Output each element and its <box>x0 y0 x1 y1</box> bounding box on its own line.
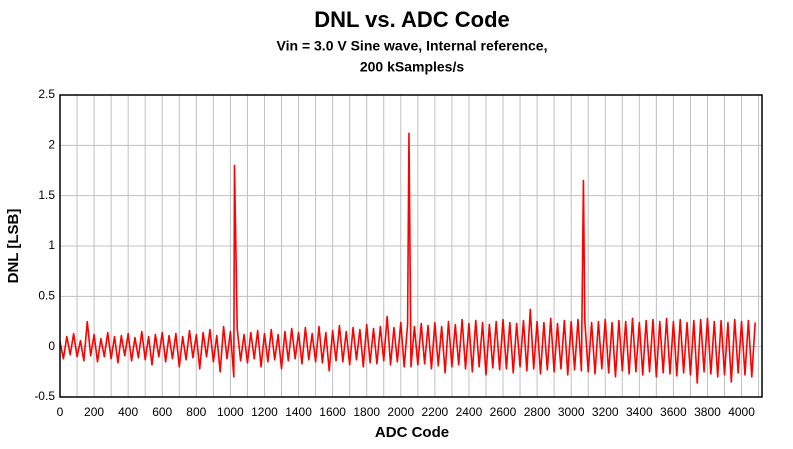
x-tick-label: 1000 <box>217 405 244 419</box>
x-tick-label: 2600 <box>490 405 517 419</box>
x-tick-label: 400 <box>118 405 138 419</box>
chart-title: DNL vs. ADC Code <box>314 7 510 32</box>
y-tick-label: 1.5 <box>38 188 55 202</box>
x-tick-label: 200 <box>84 405 104 419</box>
x-tick-label: 1200 <box>251 405 278 419</box>
x-tick-label: 3400 <box>626 405 653 419</box>
plot-border <box>59 94 763 398</box>
x-tick-label: 1600 <box>319 405 346 419</box>
y-tick-label: 1 <box>48 238 55 252</box>
x-tick-label: 3200 <box>592 405 619 419</box>
x-tick-label: 2000 <box>387 405 414 419</box>
x-tick-label: 600 <box>152 405 172 419</box>
x-tick-label: 1800 <box>353 405 380 419</box>
x-tick-label: 2400 <box>456 405 483 419</box>
x-tick-label: 0 <box>57 405 64 419</box>
y-tick-label: -0.5 <box>34 389 55 403</box>
chart-subtitle: 200 kSamples/s <box>360 59 465 75</box>
x-tick-label: 2200 <box>422 405 449 419</box>
x-tick-label: 800 <box>186 405 206 419</box>
y-tick-label: 2 <box>48 138 55 152</box>
x-tick-label: 2800 <box>524 405 551 419</box>
chart-subtitle: Vin = 3.0 V Sine wave, Internal referenc… <box>277 38 548 54</box>
y-tick-label: 0.5 <box>38 289 55 303</box>
x-tick-label: 1400 <box>285 405 312 419</box>
y-tick-label: 0 <box>48 339 55 353</box>
x-tick-label: 4000 <box>728 405 755 419</box>
y-axis-label: DNL [LSB] <box>5 209 22 284</box>
x-tick-label: 3600 <box>660 405 687 419</box>
x-tick-label: 3800 <box>694 405 721 419</box>
x-tick-label: 3000 <box>558 405 585 419</box>
x-axis-label: ADC Code <box>375 424 449 441</box>
data-line <box>59 132 756 384</box>
y-tick-label: 2.5 <box>38 87 55 101</box>
